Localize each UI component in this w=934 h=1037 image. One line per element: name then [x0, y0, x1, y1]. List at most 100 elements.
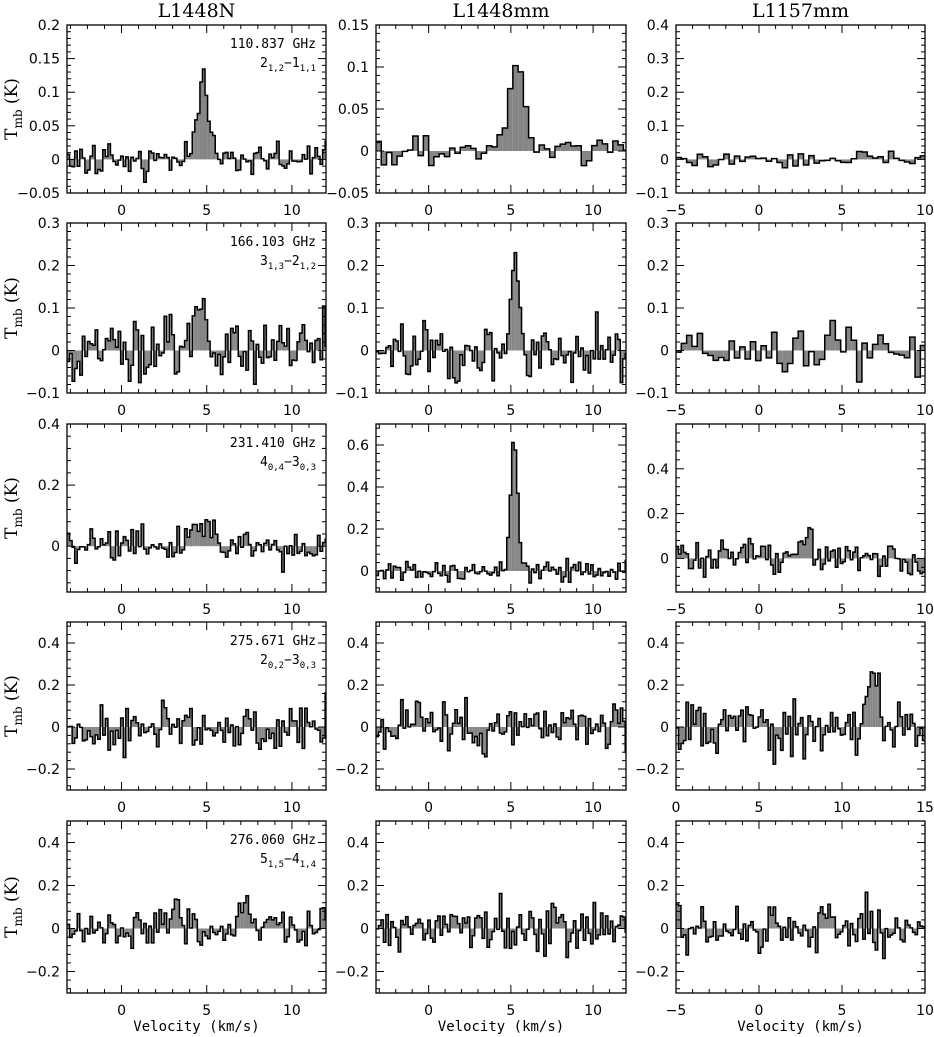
channel-bar: [202, 536, 206, 547]
channel-bar: [482, 566, 485, 571]
y-tick-label: −0.2: [335, 762, 369, 778]
channel-bar: [194, 306, 198, 351]
channel-bar: [890, 727, 893, 730]
spectrum-line: [376, 696, 626, 758]
channel-bar: [755, 928, 759, 932]
channel-bar: [832, 550, 836, 559]
channel-bar: [141, 335, 144, 351]
channel-bar: [286, 159, 290, 164]
channel-bar: [312, 546, 315, 556]
channel-bar: [383, 928, 386, 943]
y-tick-label: −0.1: [26, 386, 60, 402]
channel-bar: [524, 350, 527, 355]
channel-bar: [133, 159, 137, 162]
channel-bar: [904, 350, 910, 358]
channel-bar: [472, 350, 475, 362]
channel-bar: [245, 709, 249, 727]
channel-bar: [302, 543, 305, 547]
channel-bar: [161, 157, 165, 160]
channel-bar: [233, 727, 236, 746]
channel-bar: [563, 571, 566, 577]
channel-bar: [600, 913, 603, 929]
channel-bar: [883, 159, 889, 163]
channel-bar: [322, 542, 326, 547]
spectrum-plot: [676, 671, 925, 765]
channel-bar: [212, 727, 216, 736]
channel-bar: [320, 908, 323, 929]
channel-bar: [148, 350, 152, 365]
transition-label: 31,3−21,2: [260, 254, 316, 272]
channel-bar: [798, 331, 804, 351]
channel-bar: [130, 720, 134, 727]
channel-bar: [143, 727, 147, 733]
channel-bar: [479, 350, 483, 371]
channel-bar: [563, 722, 566, 727]
x-tick-label: 5: [506, 602, 515, 618]
channel-bar: [291, 720, 295, 727]
channel-bar: [166, 718, 170, 727]
channel-bar: [405, 710, 409, 727]
channel-bar: [125, 540, 129, 547]
channel-bar: [591, 145, 598, 151]
channel-bar: [758, 716, 761, 727]
channel-bar: [439, 151, 445, 154]
channel-bar: [176, 159, 180, 163]
channel-bar: [531, 568, 534, 571]
channel-bar: [745, 706, 749, 727]
channel-bar: [97, 350, 101, 359]
channel-bar: [861, 151, 868, 160]
channel-bar: [743, 544, 746, 559]
spectrum-plot: [676, 319, 925, 383]
channel-bar: [238, 903, 241, 929]
channel-bar: [294, 350, 298, 361]
channel-bar: [459, 350, 463, 355]
channel-bar: [136, 722, 139, 727]
x-tick-label: 5: [838, 203, 847, 219]
channel-bar: [907, 558, 911, 574]
channel-bar: [215, 534, 218, 547]
channel-bar: [802, 727, 806, 759]
channel-bar: [271, 919, 275, 929]
channel-bar: [710, 727, 714, 730]
channel-bar: [192, 132, 195, 160]
x-tick-label: 10: [916, 602, 934, 618]
channel-bar: [291, 925, 295, 929]
channel-bar: [877, 334, 884, 351]
channel-bar: [87, 159, 91, 171]
channel-bar: [393, 566, 396, 571]
channel-bar: [850, 923, 853, 929]
spectrum-line: [376, 892, 626, 959]
channel-bar: [512, 65, 519, 151]
y-tick-label: 0.2: [347, 678, 369, 694]
channel-bar: [72, 928, 75, 935]
channel-bar: [210, 132, 213, 160]
channel-bar: [551, 903, 554, 929]
channel-bar: [474, 917, 478, 929]
channel-bar: [220, 546, 223, 553]
x-tick-label: 5: [202, 403, 211, 419]
channel-bar: [824, 335, 831, 351]
channel-bar: [870, 671, 873, 727]
y-tick-label: −0.1: [635, 186, 669, 202]
channel-bar: [725, 549, 729, 559]
channel-bar: [430, 712, 433, 727]
channel-bar: [753, 928, 756, 931]
channel-bar: [496, 571, 500, 576]
channel-bar: [904, 159, 910, 163]
y-tick-label: 0.2: [347, 879, 369, 895]
channel-bar: [417, 919, 421, 929]
channel-bar: [253, 919, 257, 929]
channel-bar: [585, 563, 589, 571]
channel-bar: [141, 928, 144, 934]
channel-bar: [222, 928, 226, 941]
spectrum-panel: −5 0 5 10 −0.2 0 0.2 0.4 Velocity (km/s): [635, 820, 934, 1035]
channel-bar: [598, 568, 601, 571]
y-tick-label: 0.1: [647, 301, 669, 317]
channel-bar: [115, 727, 119, 731]
channel-bar: [413, 925, 416, 929]
channel-bar: [814, 159, 820, 164]
channel-bar: [518, 71, 524, 151]
channel-bar: [136, 530, 139, 547]
channel-bar: [437, 571, 441, 574]
channel-bar: [526, 350, 529, 376]
